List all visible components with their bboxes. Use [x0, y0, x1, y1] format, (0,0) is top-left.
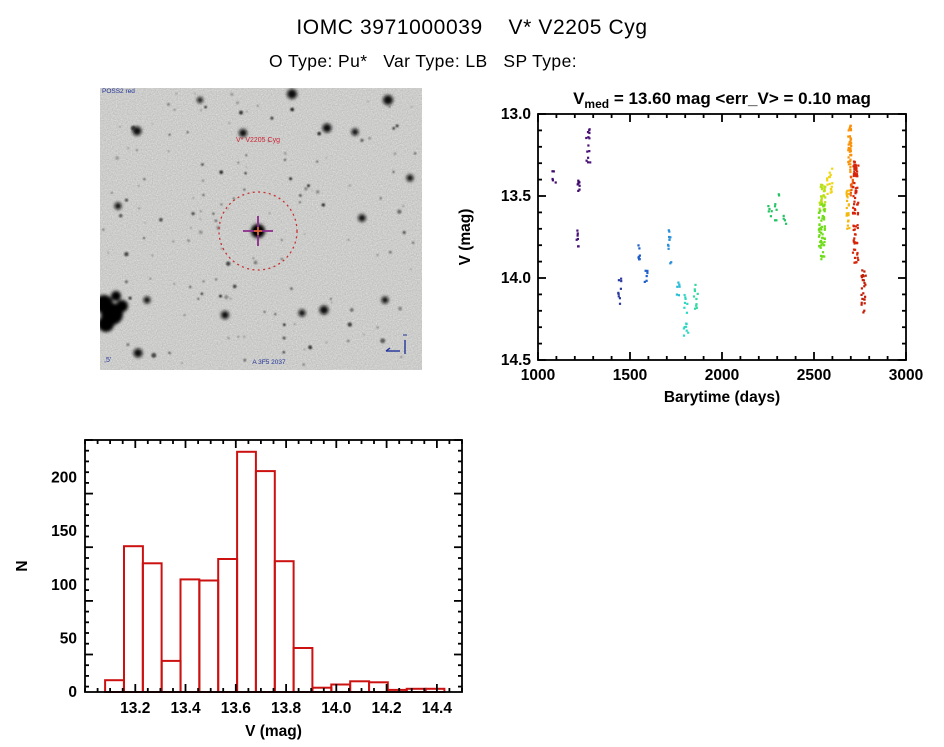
svg-text:13.6: 13.6 — [221, 700, 252, 717]
axes-frame — [537, 113, 907, 361]
survey-label: POSS2 red — [102, 88, 135, 95]
svg-text:200: 200 — [51, 470, 77, 487]
finding-chart: POSS2 red V* V2205 Cyg A 3F5 2037 ,5' — [100, 88, 422, 370]
svg-text:1000: 1000 — [521, 367, 555, 384]
bright-stars — [100, 89, 414, 358]
lightcurve-points — [551, 124, 867, 337]
svg-text:14.0: 14.0 — [321, 700, 351, 717]
y-axis-label: N — [14, 560, 31, 571]
lightcurve-plot: Vmed = 13.60 mag <err_V> = 0.10 mag 1000 1… — [450, 84, 944, 414]
x-axis-label: Barytime (days) — [664, 389, 780, 406]
svg-text:2500: 2500 — [797, 367, 831, 384]
svg-text:0: 0 — [68, 684, 77, 701]
svg-text:14.5: 14.5 — [501, 352, 532, 369]
aperture-circle — [218, 191, 298, 271]
target-crosshair — [243, 216, 273, 246]
histogram-bars — [104, 450, 446, 694]
scale-label: ,5' — [104, 357, 112, 364]
page-title: IOMC 3971000039 V* V2205 Cyg — [296, 16, 648, 39]
target-name-label: V* V2205 Cyg — [236, 137, 280, 144]
plate-label: A 3F5 2037 — [252, 359, 286, 366]
svg-text:100: 100 — [51, 577, 77, 594]
svg-text:14.4: 14.4 — [422, 700, 453, 717]
svg-text:3000: 3000 — [889, 367, 923, 384]
lightcurve-title: Vmed = 13.60 mag <err_V> = 0.10 mag — [573, 89, 871, 111]
svg-text:13.5: 13.5 — [501, 188, 532, 205]
compass-icon — [385, 334, 407, 354]
object-type-subtitle: O Type: Pu* Var Type: LB SP Type: — [269, 51, 577, 71]
svg-text:50: 50 — [60, 630, 77, 647]
svg-text:1500: 1500 — [613, 367, 647, 384]
svg-text:13.4: 13.4 — [170, 700, 201, 717]
svg-text:2000: 2000 — [705, 367, 739, 384]
x-axis-label: V (mag) — [245, 723, 302, 740]
svg-text:13.0: 13.0 — [501, 106, 531, 123]
axes-frame — [84, 439, 463, 693]
background-stars — [102, 92, 417, 366]
y-axis-label: V (mag) — [457, 209, 474, 266]
svg-text:14.0: 14.0 — [501, 270, 531, 287]
svg-text:13.2: 13.2 — [120, 700, 150, 717]
svg-text:150: 150 — [51, 523, 77, 540]
svg-text:13.8: 13.8 — [271, 700, 302, 717]
svg-text:14.2: 14.2 — [372, 700, 402, 717]
magnitude-histogram: 13.2 13.4 13.6 13.8 14.0 14.2 14.4 0 50 100 150 200… — [0, 425, 494, 747]
